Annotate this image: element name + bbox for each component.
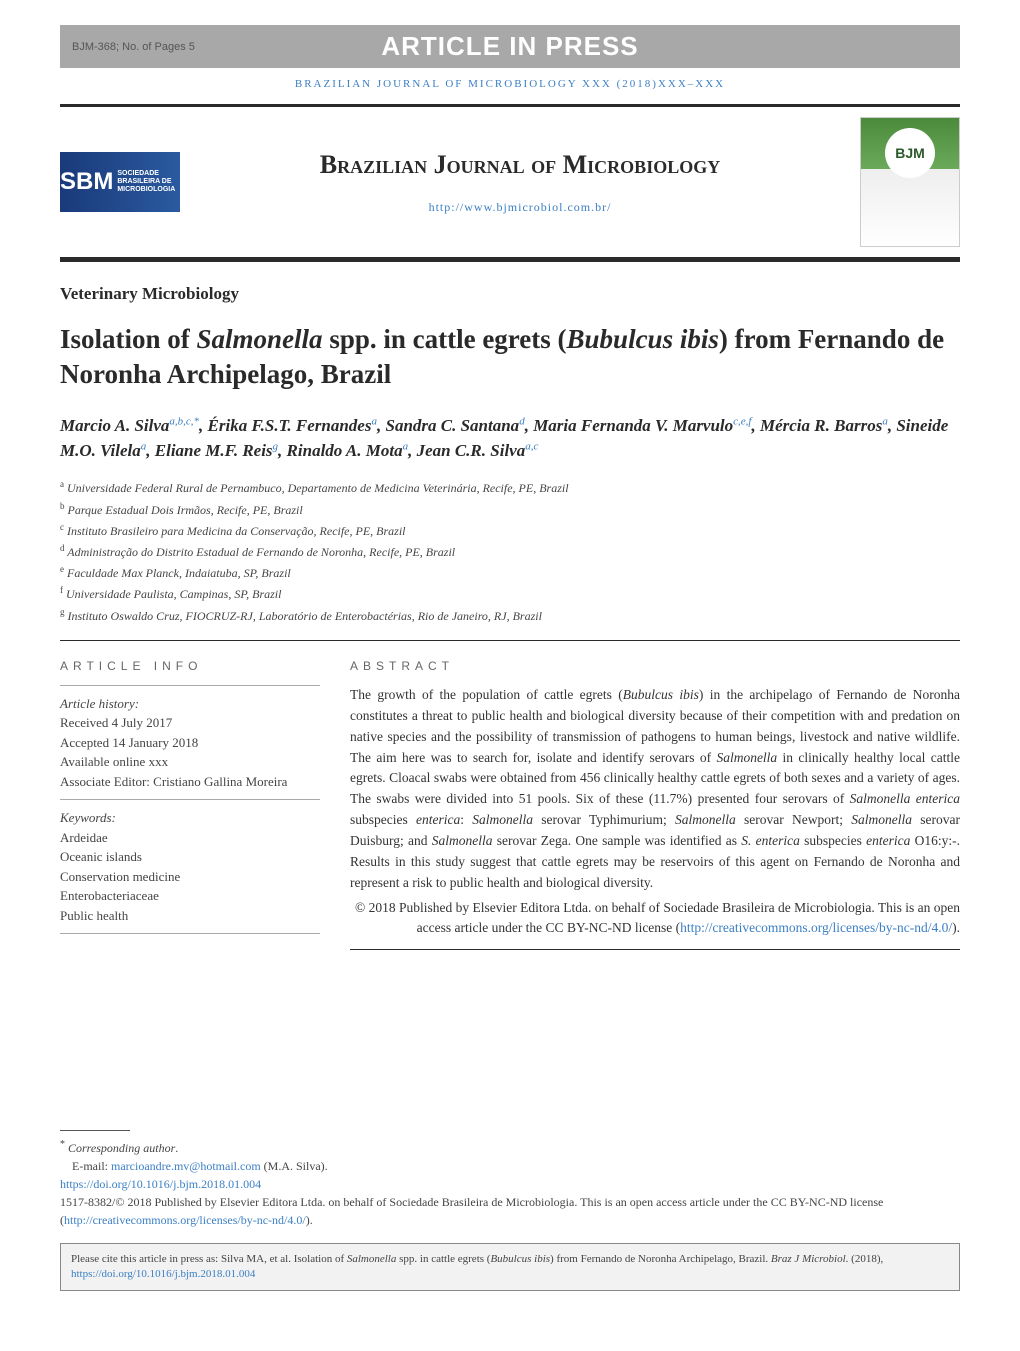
author: Maria Fernanda V. Marvuloc,e,f [533, 416, 751, 435]
keywords-label: Keywords: [60, 808, 320, 828]
abstract-text: The growth of the population of cattle e… [350, 685, 960, 894]
journal-title-block: Brazilian Journal of Microbiology http:/… [180, 150, 860, 215]
footer-block: * Corresponding author. E-mail: marcioan… [60, 1130, 960, 1229]
author: Sandra C. Santanad [385, 416, 524, 435]
cover-bjm-label: BJM [885, 128, 935, 178]
citation-doi-link[interactable]: https://doi.org/10.1016/j.bjm.2018.01.00… [71, 1268, 255, 1280]
sbm-logo-text: SBM [60, 168, 113, 196]
info-abstract-row: article info Article history: Received 4… [60, 659, 960, 950]
journal-cover-thumbnail: BJM [860, 117, 960, 247]
doc-id: BJM-368; No. of Pages 5 [72, 41, 195, 53]
affiliation: b Parque Estadual Dois Irmãos, Recife, P… [60, 499, 960, 520]
license-link-footer[interactable]: http://creativecommons.org/licenses/by-n… [64, 1213, 306, 1227]
license-link[interactable]: http://creativecommons.org/licenses/by-n… [680, 920, 952, 935]
keyword: Ardeidae [60, 828, 320, 848]
sbm-logo-subtext: SOCIEDADE BRASILEIRA DE MICROBIOLOGIA [117, 170, 180, 193]
affiliation: e Faculdade Max Planck, Indaiatuba, SP, … [60, 562, 960, 583]
affiliation: c Instituto Brasileiro para Medicina da … [60, 520, 960, 541]
abstract-column: abstract The growth of the population of… [350, 659, 960, 950]
affiliation: d Administração do Distrito Estadual de … [60, 541, 960, 562]
copyright-block: © 2018 Published by Elsevier Editora Ltd… [350, 898, 960, 939]
email-link[interactable]: marcioandre.mv@hotmail.com [111, 1159, 261, 1173]
article-title: Isolation of Salmonella spp. in cattle e… [60, 322, 960, 392]
keywords-box: Keywords: ArdeidaeOceanic islandsConserv… [60, 800, 320, 934]
article-history-box: Article history: Received 4 July 2017 Ac… [60, 685, 320, 801]
corresponding-email: E-mail: marcioandre.mv@hotmail.com (M.A.… [60, 1157, 960, 1175]
footer-rule [60, 1130, 130, 1131]
history-label: Article history: [60, 694, 320, 714]
keyword: Oceanic islands [60, 847, 320, 867]
keyword: Public health [60, 906, 320, 926]
article-info-heading: article info [60, 659, 320, 673]
accepted-date: Accepted 14 January 2018 [60, 733, 320, 753]
keyword: Conservation medicine [60, 867, 320, 887]
article-info-column: article info Article history: Received 4… [60, 659, 320, 950]
authors-block: Marcio A. Silvaa,b,c,*, Érika F.S.T. Fer… [60, 414, 960, 463]
received-date: Received 4 July 2017 [60, 713, 320, 733]
sbm-logo: SBM SOCIEDADE BRASILEIRA DE MICROBIOLOGI… [60, 152, 180, 212]
affiliation: f Universidade Paulista, Campinas, SP, B… [60, 583, 960, 604]
doi-link[interactable]: https://doi.org/10.1016/j.bjm.2018.01.00… [60, 1177, 261, 1191]
journal-url-link[interactable]: http://www.bjmicrobiol.com.br/ [190, 200, 850, 215]
banner-text: ARTICLE IN PRESS [381, 31, 638, 61]
issn-copyright: 1517-8382/© 2018 Published by Elsevier E… [60, 1193, 960, 1229]
online-date: Available online xxx [60, 752, 320, 772]
author: Jean C.R. Silvaa,c [417, 441, 539, 460]
author: Rinaldo A. Motaa [287, 441, 409, 460]
affiliations-block: a Universidade Federal Rural de Pernambu… [60, 477, 960, 625]
title-species: Salmonella [197, 324, 323, 354]
journal-header: SBM SOCIEDADE BRASILEIRA DE MICROBIOLOGI… [60, 104, 960, 262]
author: Mércia R. Barrosa [760, 416, 888, 435]
affiliation: a Universidade Federal Rural de Pernambu… [60, 477, 960, 498]
journal-citation: BRAZILIAN JOURNAL OF MICROBIOLOGY XXX (2… [60, 68, 960, 100]
author: Eliane M.F. Reisg [155, 441, 278, 460]
title-text: Isolation of [60, 324, 197, 354]
author: Marcio A. Silvaa,b,c,* [60, 416, 199, 435]
title-species: Bubulcus ibis [567, 324, 719, 354]
citation-box: Please cite this article in press as: Si… [60, 1243, 960, 1292]
author: Érika F.S.T. Fernandesa [208, 416, 377, 435]
journal-title: Brazilian Journal of Microbiology [190, 150, 850, 180]
article-in-press-banner: BJM-368; No. of Pages 5 ARTICLE IN PRESS [60, 25, 960, 68]
section-heading: Veterinary Microbiology [60, 284, 960, 304]
title-text: spp. in cattle egrets ( [323, 324, 567, 354]
keyword: Enterobacteriaceae [60, 886, 320, 906]
affiliation: g Instituto Oswaldo Cruz, FIOCRUZ-RJ, La… [60, 605, 960, 626]
associate-editor: Associate Editor: Cristiano Gallina More… [60, 772, 320, 792]
divider-rule [60, 640, 960, 641]
corresponding-author: * Corresponding author. [60, 1137, 960, 1157]
abstract-bottom-rule [350, 949, 960, 950]
abstract-heading: abstract [350, 659, 960, 673]
